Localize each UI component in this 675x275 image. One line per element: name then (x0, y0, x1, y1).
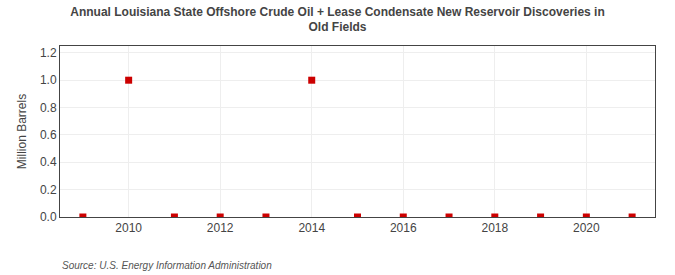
svg-text:2014: 2014 (298, 221, 325, 235)
svg-text:Million Barrels: Million Barrels (15, 94, 29, 169)
svg-text:2012: 2012 (207, 221, 234, 235)
svg-text:Annual Louisiana State Offshor: Annual Louisiana State Offshore Crude Oi… (70, 5, 605, 35)
svg-text:2010: 2010 (115, 221, 142, 235)
svg-text:2018: 2018 (481, 221, 508, 235)
svg-text:0.0: 0.0 (40, 210, 57, 224)
svg-text:2020: 2020 (573, 221, 600, 235)
svg-text:1.2: 1.2 (40, 46, 57, 60)
svg-text:0.4: 0.4 (40, 155, 57, 169)
svg-text:2016: 2016 (390, 221, 417, 235)
svg-text:0.8: 0.8 (40, 101, 57, 115)
svg-text:0.2: 0.2 (40, 183, 57, 197)
svg-text:1.0: 1.0 (40, 73, 57, 87)
svg-text:0.6: 0.6 (40, 128, 57, 142)
svg-text:Source: U.S. Energy Informatio: Source: U.S. Energy Information Administ… (62, 260, 272, 271)
